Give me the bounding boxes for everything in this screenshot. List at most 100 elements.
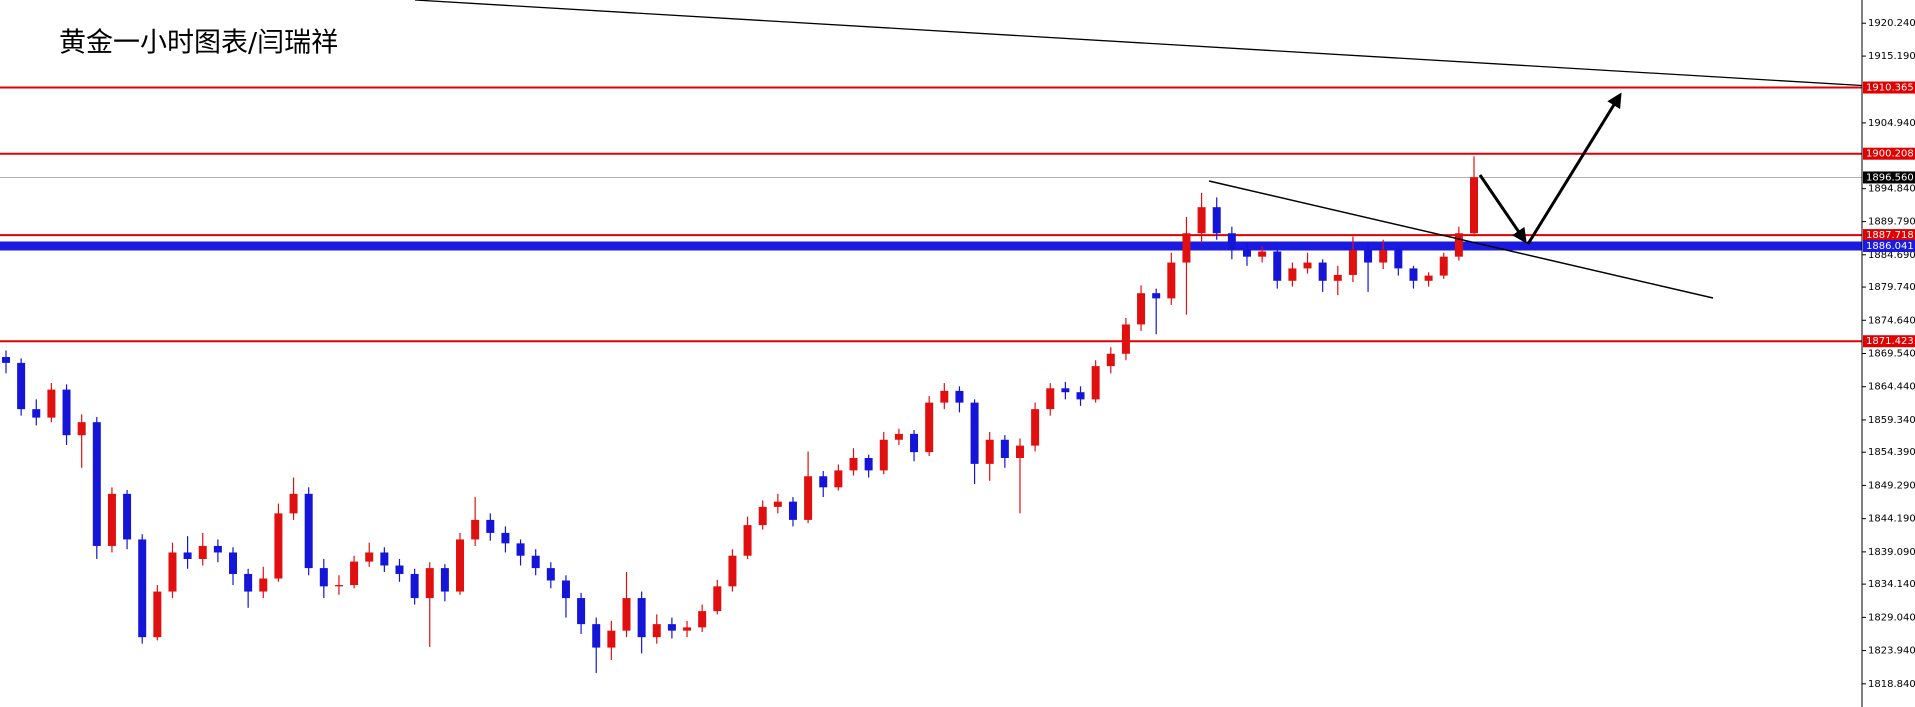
level-label: 1910.365 <box>1866 83 1914 94</box>
arrow <box>1478 174 1527 244</box>
candle-body <box>486 519 495 533</box>
candle-body <box>1470 177 1478 234</box>
candle-body <box>32 409 41 418</box>
candle-body <box>410 573 419 599</box>
candle-body <box>107 493 116 546</box>
y-tick-label: 1818.840 <box>1868 679 1915 690</box>
candle-body <box>304 493 313 569</box>
candle-body <box>47 389 56 418</box>
candle-body <box>1091 366 1100 400</box>
candle-body <box>652 624 661 638</box>
candle-body <box>274 513 283 579</box>
candle-body <box>531 555 540 569</box>
y-tick-label: 1864.440 <box>1868 382 1915 393</box>
candle-body <box>864 457 873 471</box>
y-tick-label: 1859.340 <box>1868 415 1915 426</box>
candle-body <box>804 476 813 520</box>
candle-body <box>395 565 404 574</box>
candle-body <box>440 568 449 592</box>
candle-body <box>940 390 949 403</box>
candle-body <box>1409 268 1418 281</box>
candle-body <box>289 493 298 514</box>
y-tick-label: 1920.240 <box>1868 18 1915 29</box>
level-label-bg <box>1863 335 1915 348</box>
candle-body <box>501 532 510 544</box>
candle-body <box>698 611 707 628</box>
candle-body <box>334 585 343 587</box>
axis-labels: 1920.240 1915.190 1904.940 1894.840 1889.790… <box>1862 18 1915 690</box>
candle-body <box>622 598 631 631</box>
candle-body <box>259 578 268 592</box>
candle-body <box>713 586 722 612</box>
candle-body <box>471 519 480 540</box>
y-tick-label: 1823.940 <box>1868 646 1915 657</box>
y-tick-label: 1839.090 <box>1868 547 1915 558</box>
candle-body <box>319 568 328 587</box>
candle-body <box>2 357 10 363</box>
candle-body <box>1303 262 1312 269</box>
y-tick-label: 1869.540 <box>1868 349 1915 360</box>
candle-body <box>879 439 888 471</box>
trend-line <box>414 0 1863 87</box>
candle-body <box>1212 207 1221 234</box>
candle-body <box>1439 256 1448 276</box>
candle-body <box>758 506 767 526</box>
candle-body <box>1106 353 1115 367</box>
candle-body <box>1076 392 1085 400</box>
candle-body <box>244 573 253 592</box>
candle-body <box>1227 233 1236 251</box>
level-label-bg <box>1863 81 1915 94</box>
level-labels: 1910.365 1900.208 1896.560 1887.7181886.041… <box>1863 81 1915 348</box>
candle-body <box>1333 274 1342 281</box>
y-tick-label: 1884.690 <box>1868 250 1915 261</box>
candle-body <box>516 543 525 556</box>
candle-body <box>637 598 646 638</box>
y-tick-label: 1879.740 <box>1868 282 1915 293</box>
level-label: 1887.718 <box>1866 230 1914 241</box>
y-tick-label: 1849.290 <box>1868 480 1915 491</box>
candle-body <box>1000 439 1009 458</box>
candle-body <box>213 545 222 553</box>
candle-body <box>1152 293 1161 299</box>
candle-body <box>1242 250 1251 257</box>
candle-body <box>819 476 828 488</box>
candle-body <box>773 501 782 507</box>
candles <box>2 156 1478 673</box>
candle-body <box>1348 250 1357 275</box>
levels <box>0 86 1862 343</box>
level-label-bg <box>1863 147 1915 160</box>
trend-line <box>1208 180 1714 299</box>
candle-body <box>1197 207 1206 234</box>
candle-body <box>350 561 359 586</box>
candle-body <box>1015 445 1024 458</box>
candle-body <box>1046 388 1055 410</box>
candle-body <box>198 545 207 559</box>
candle-body <box>456 539 465 592</box>
candle-body <box>683 627 692 631</box>
candle-body <box>1379 250 1388 263</box>
candle-body <box>728 555 737 587</box>
candle-body <box>577 598 586 625</box>
candle-body <box>546 568 555 581</box>
candle-body <box>425 568 434 599</box>
candle-body <box>183 552 192 559</box>
candle-body <box>1424 275 1433 281</box>
candle-body <box>894 433 903 440</box>
candle-body <box>849 457 858 471</box>
candle-body <box>92 422 101 546</box>
candle-body <box>834 470 843 488</box>
level-label-bg <box>1863 239 1915 252</box>
candle-body <box>1167 262 1176 299</box>
y-tick-label: 1915.190 <box>1868 51 1915 62</box>
candle-body <box>561 580 570 599</box>
candle-body <box>1288 268 1297 281</box>
level-label: 1886.041 <box>1866 241 1914 252</box>
level-label: 1871.423 <box>1866 336 1914 347</box>
arrow <box>1526 92 1622 245</box>
candle-body <box>77 422 86 436</box>
candle-body <box>910 433 919 453</box>
candle-body <box>743 525 752 556</box>
level-label-bg <box>1863 229 1915 242</box>
